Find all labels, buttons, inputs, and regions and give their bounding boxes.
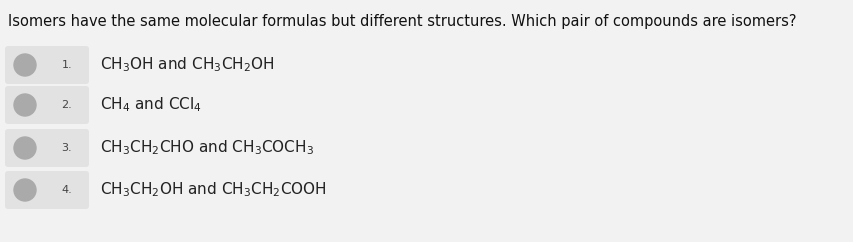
Text: $\mathrm{CH_3CH_2OH\ and\ CH_3CH_2COOH}$: $\mathrm{CH_3CH_2OH\ and\ CH_3CH_2COOH}$ [100, 181, 327, 199]
Text: Isomers have the same molecular formulas but different structures. Which pair of: Isomers have the same molecular formulas… [8, 14, 796, 29]
Text: $\mathrm{CH_4\ and\ CCl_4}$: $\mathrm{CH_4\ and\ CCl_4}$ [100, 96, 201, 114]
FancyBboxPatch shape [5, 86, 89, 124]
Circle shape [14, 137, 36, 159]
Text: $\mathrm{CH_3CH_2CHO\ and\ CH_3COCH_3}$: $\mathrm{CH_3CH_2CHO\ and\ CH_3COCH_3}$ [100, 139, 314, 157]
FancyBboxPatch shape [5, 129, 89, 167]
FancyBboxPatch shape [5, 171, 89, 209]
Text: 1.: 1. [61, 60, 72, 70]
Text: $\mathrm{CH_3OH\ and\ CH_3CH_2OH}$: $\mathrm{CH_3OH\ and\ CH_3CH_2OH}$ [100, 56, 275, 74]
Text: 2.: 2. [61, 100, 72, 110]
Text: 4.: 4. [61, 185, 72, 195]
Text: 3.: 3. [61, 143, 72, 153]
Circle shape [14, 54, 36, 76]
Circle shape [14, 94, 36, 116]
Circle shape [14, 179, 36, 201]
FancyBboxPatch shape [5, 46, 89, 84]
